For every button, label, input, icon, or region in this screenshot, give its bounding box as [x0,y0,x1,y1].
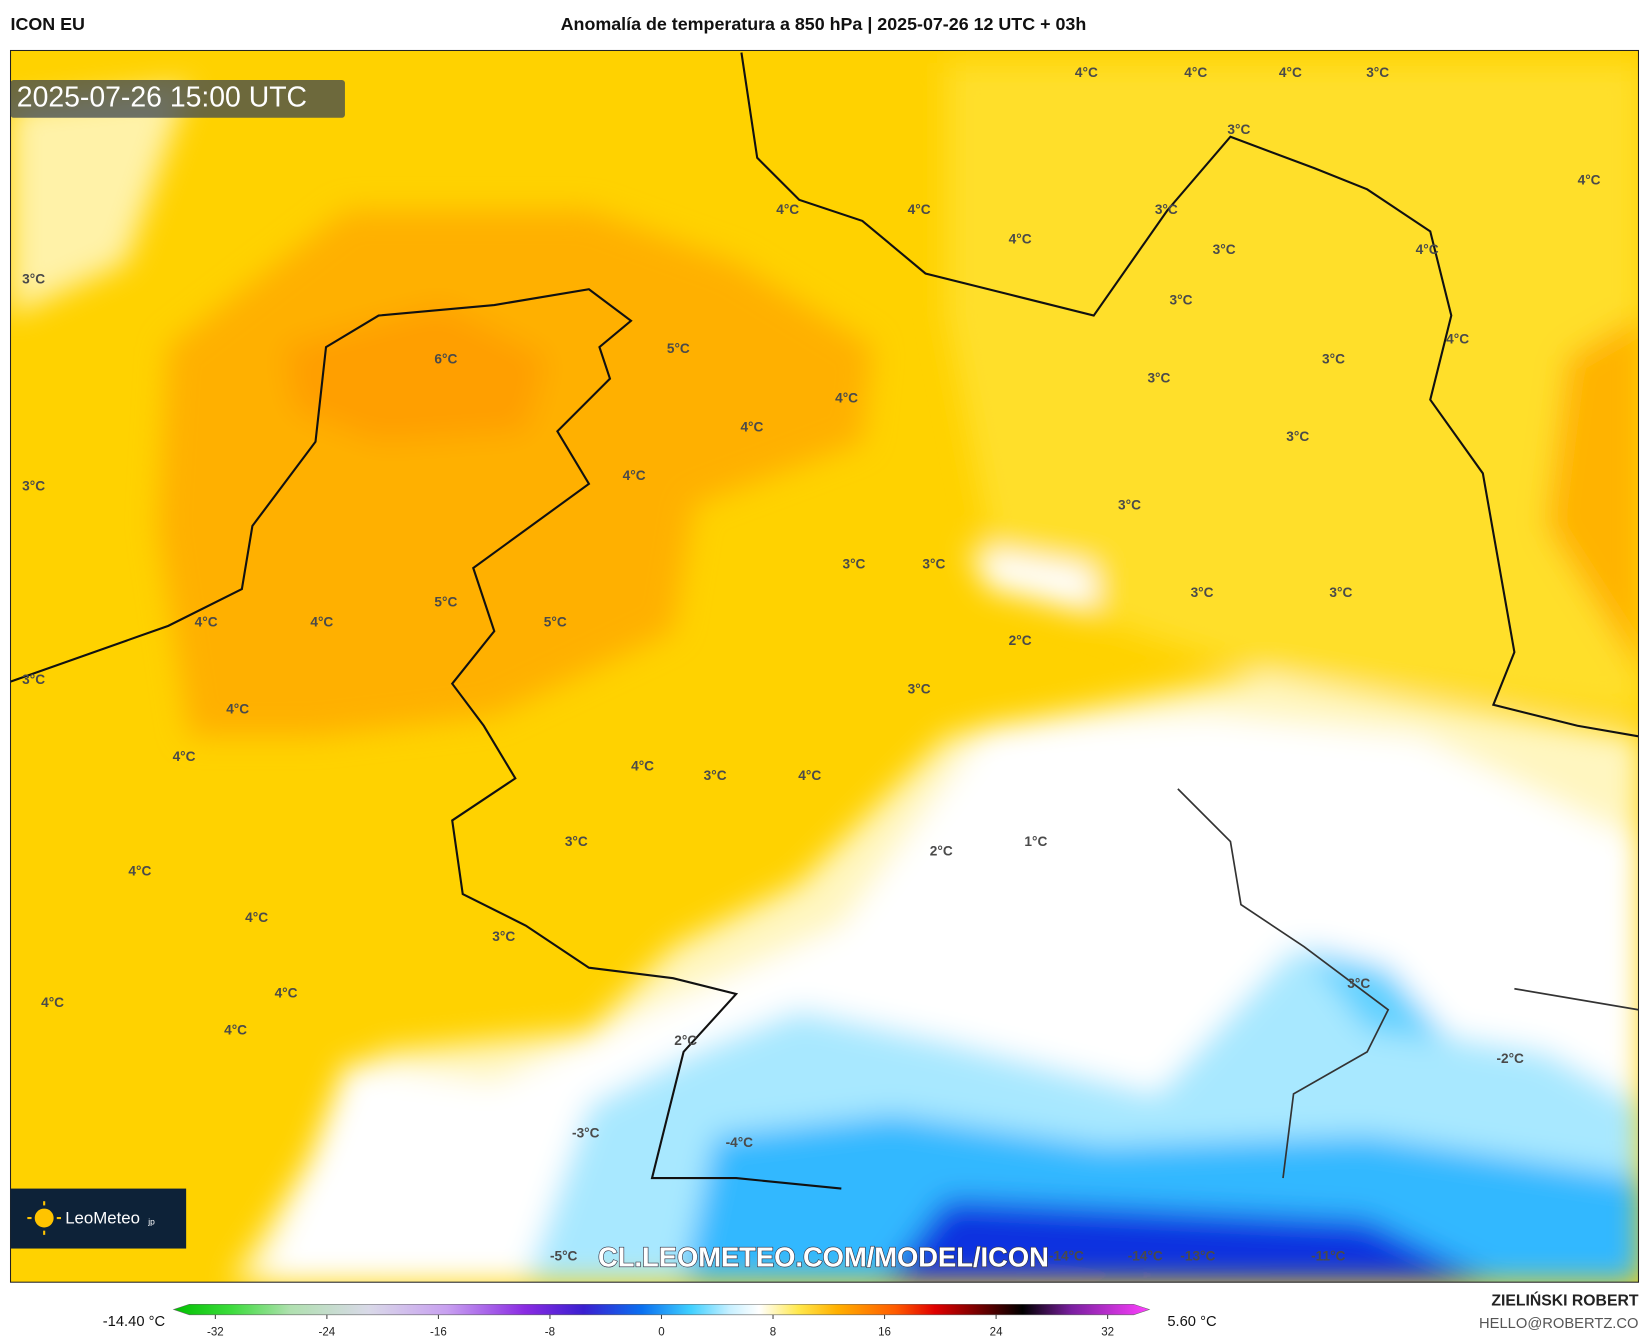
temperature-label: 4°C [798,768,821,783]
author-email: HELLO@ROBERTZ.CO [1479,1316,1638,1332]
temperature-label: 3°C [1227,122,1250,137]
temperature-label: 3°C [1213,242,1236,257]
temperature-label: 4°C [128,864,151,879]
temperature-label: 4°C [623,468,646,483]
temperature-label: -5°C [550,1249,578,1264]
time-box [10,79,345,118]
temperature-label: 2°C [674,1033,697,1048]
temperature-label: 4°C [631,758,654,773]
temperature-label: 2°C [930,844,953,859]
temperature-label: 4°C [908,202,931,217]
coastline [10,52,1639,1190]
author-name: ZIELIŃSKI ROBERT [1491,1290,1639,1309]
logo-sun [34,1208,54,1228]
temperature-label: 4°C [1075,65,1098,80]
temperature-label: 3°C [1329,585,1352,600]
colorbar-tick-label: 32 [1101,1327,1114,1339]
temperature-label: -14°C [1128,1249,1163,1264]
temperature-label: 4°C [740,420,763,435]
temperature-label: 3°C [1286,429,1309,444]
temperature-label: 1°C [1024,834,1047,849]
temperature-label: 4°C [195,614,218,629]
temperature-field [10,63,1639,1283]
colorbar-tick-label: -8 [545,1327,555,1339]
temperature-label: 4°C [1446,331,1469,346]
temperature-label: 4°C [1416,242,1439,257]
temperature-label: 4°C [1578,173,1601,188]
temperature-label: 3°C [842,556,865,571]
colorbar-tick-label: 0 [658,1327,664,1339]
temperature-label: -13°C [1180,1249,1215,1264]
temperature-label: 3°C [704,768,727,783]
temperature-label: 4°C [1009,231,1032,246]
temperature-label: 3°C [1191,585,1214,600]
borders [1177,788,1639,1179]
temperature-label: 4°C [275,986,298,1001]
colorbar-min: -14.40 °C [103,1314,166,1330]
colorbar-tick-label: -16 [430,1327,447,1339]
temperature-label: 5°C [544,614,567,629]
temperature-label: -4°C [726,1135,754,1150]
temperature-label: 3°C [1170,292,1193,307]
map-labels: 4°C 4°C 4°C 3°C 3°C 4°C 4°C 4°C 3°C 4°C 3°C 4°C 3°C 3… [22,65,1600,1263]
temperature-label: 4°C [1279,65,1302,80]
temperature-label: -2°C [1496,1051,1524,1066]
logo-name: LeoMeteo [65,1209,140,1228]
temperature-label: 3°C [565,834,588,849]
temperature-label: 4°C [245,910,268,925]
temperature-label: 5°C [434,594,457,609]
colorbar [172,1304,1151,1316]
temperature-label: 4°C [1184,65,1207,80]
temperature-label: 2°C [1009,633,1032,648]
watermark: CL.LEOMETEO.COM/MODEL/ICON [598,1241,1049,1272]
temperature-label: 3°C [1347,976,1370,991]
colorbar-tick-label: 16 [878,1327,891,1339]
temperature-label: 3°C [22,479,45,494]
colorbar-tick-label: -24 [319,1327,336,1339]
map [10,50,1639,1283]
colorbar-tick-label: -32 [207,1327,224,1339]
temperature-label: 3°C [1322,351,1345,366]
temperature-label: 3°C [922,556,945,571]
temperature-label: -11°C [1311,1249,1345,1264]
temperature-label: 4°C [310,614,333,629]
logo-rays [27,1201,61,1235]
temperature-label: 6°C [434,351,457,366]
temperature-label: -14°C [1049,1249,1084,1264]
temperature-label: 3°C [1118,498,1141,513]
temperature-label: 4°C [224,1022,247,1037]
map-title: Anomalía de temperatura a 850 hPa | 2025… [561,14,1087,34]
temperature-label: 4°C [41,995,64,1010]
colorbar-max: 5.60 °C [1167,1314,1217,1330]
temperature-label: 3°C [22,672,45,687]
temperature-label: 3°C [1147,370,1170,385]
temperature-label: 4°C [226,702,249,717]
temperature-label: 3°C [1366,65,1389,80]
temperature-label: 5°C [667,341,690,356]
colorbar-tick-label: 8 [770,1327,776,1339]
map-frame [9,49,1640,1283]
logo-suffix: jp [147,1216,155,1226]
temperature-label: 4°C [173,749,196,764]
temperature-label: 3°C [1155,202,1178,217]
temperature-label: 3°C [22,271,45,286]
colorbar-tick-label: 24 [990,1327,1003,1339]
valid-time: 2025-07-26 15:00 UTC [17,81,307,113]
temperature-label: -3°C [572,1125,600,1140]
temperature-label: 4°C [835,390,858,405]
temperature-label: 3°C [908,682,931,697]
model-name: ICON EU [11,14,85,34]
colorbar-ticks: -32 -24 -16 -8 0 8 16 24 32 [207,1314,1114,1339]
temperature-label: 3°C [492,929,515,944]
temperature-label: 4°C [776,202,799,217]
